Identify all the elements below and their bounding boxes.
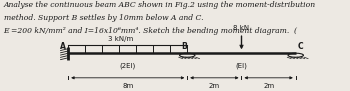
Text: C: C	[297, 41, 303, 51]
Text: Analyse the continuous beam ABC shown in Fig.2 using the moment-distribution: Analyse the continuous beam ABC shown in…	[4, 1, 316, 9]
Text: B: B	[182, 41, 187, 51]
Text: 8m: 8m	[122, 83, 133, 89]
Text: (EI): (EI)	[236, 63, 247, 69]
Text: 2m: 2m	[263, 83, 274, 89]
Text: method. Support B settles by 10mm below A and C.: method. Support B settles by 10mm below …	[4, 14, 203, 22]
Text: (2EI): (2EI)	[120, 63, 136, 69]
Text: E =200 kN/mm² and I=16x10⁶mm⁴. Sketch the bending moment diagram.  (: E =200 kN/mm² and I=16x10⁶mm⁴. Sketch th…	[4, 27, 298, 35]
Text: 3 kN/m: 3 kN/m	[108, 36, 133, 42]
Text: 2m: 2m	[209, 83, 220, 89]
Text: 8 kN: 8 kN	[233, 25, 250, 31]
Text: A: A	[60, 41, 66, 51]
